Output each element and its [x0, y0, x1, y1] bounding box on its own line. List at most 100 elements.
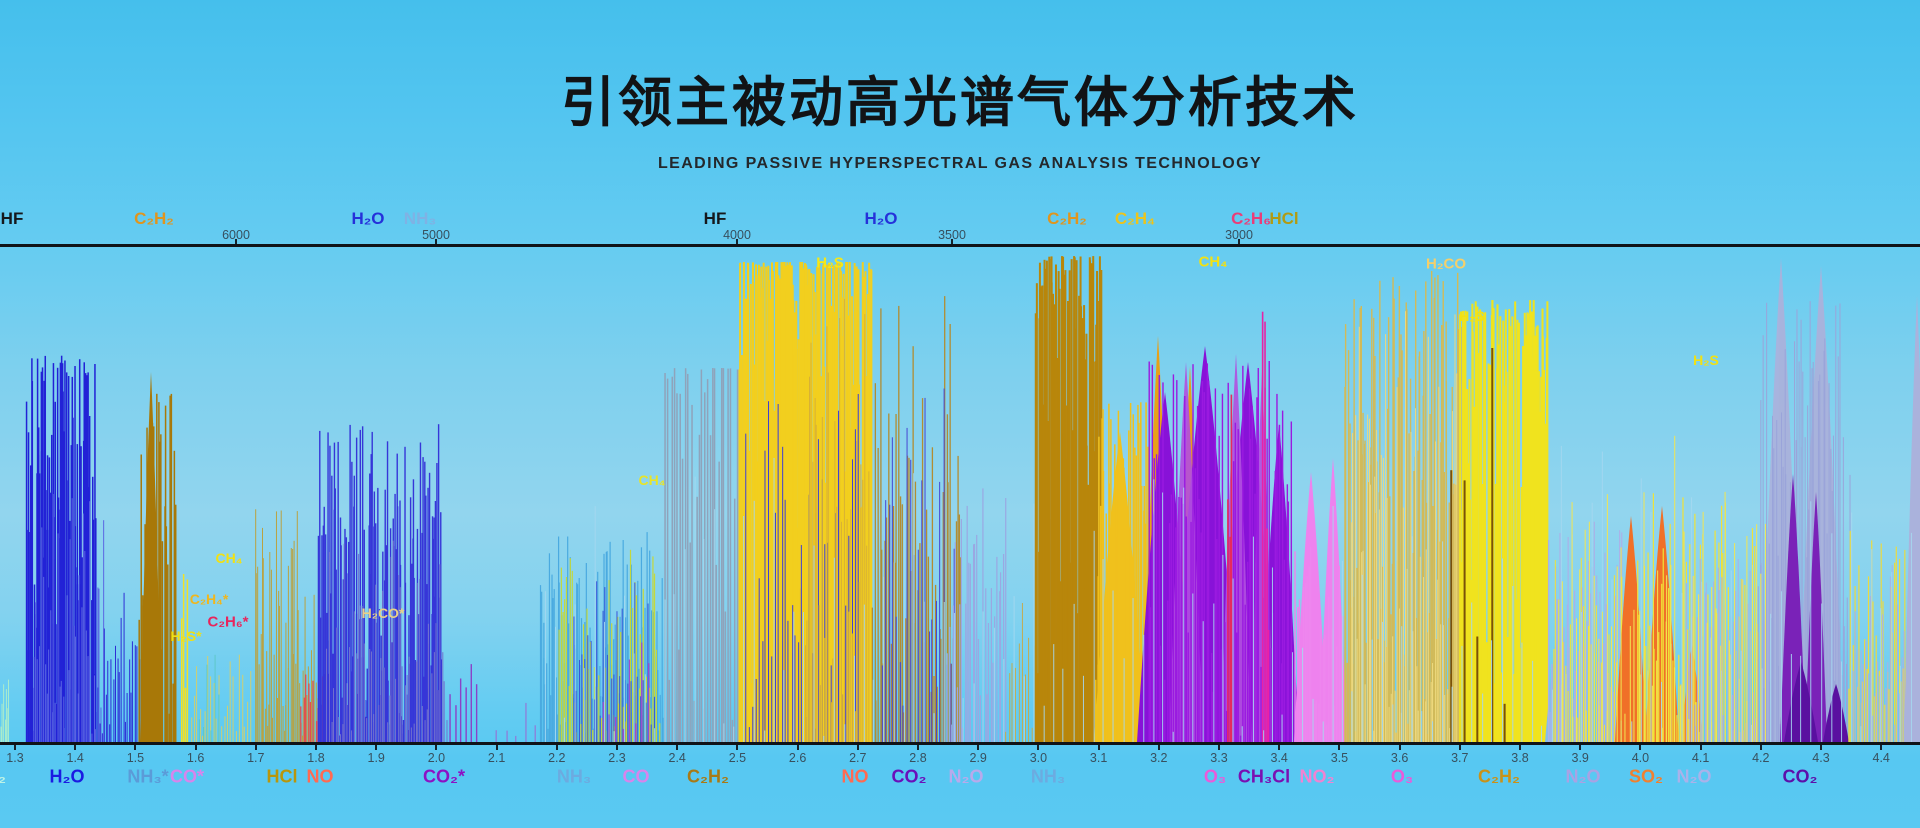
gas-label-top: C₂H₂	[134, 209, 174, 228]
gas-label-top: C₂H₄	[1114, 209, 1156, 228]
wavelength-tick-label: 2.7	[849, 751, 867, 765]
gas-label-top: C₂H₂	[1047, 209, 1087, 228]
bottom-axis-line	[0, 742, 1920, 745]
tick-mark	[736, 745, 739, 750]
spectral-band	[255, 509, 319, 742]
spectral-band	[799, 298, 870, 742]
tick-mark	[1238, 239, 1240, 244]
wavelength-tick-label: 2.9	[969, 751, 987, 765]
wavelength-tick-label: 3.6	[1390, 751, 1409, 765]
tick-mark	[1218, 745, 1220, 750]
tick-mark	[917, 745, 919, 750]
gas-label-top: H₂O	[864, 209, 898, 228]
gas-label-bottom: ₂	[0, 766, 6, 787]
gas-label-interior: H₂S*	[170, 628, 202, 644]
tick-mark	[1037, 745, 1040, 750]
spectral-band	[1261, 311, 1270, 742]
wavelength-tick-label: 4.4	[1872, 751, 1890, 765]
spectral-band	[1034, 256, 1103, 742]
tick-mark	[1579, 745, 1582, 750]
wavelength-tick-label: 2.0	[427, 751, 446, 765]
tick-mark	[1338, 745, 1341, 750]
gas-label-bottom: H₂O	[49, 766, 85, 787]
gas-label-interior: H₂S	[816, 254, 844, 272]
spectral-band	[1148, 361, 1293, 742]
page-title: 引领主被动高光谱气体分析技术	[561, 73, 1359, 133]
tick-mark	[1820, 745, 1822, 750]
wavelength-tick-label: 1.9	[367, 751, 385, 765]
wavelength-tick-label: 2.8	[909, 751, 927, 765]
gas-label-bottom: NH₃	[556, 766, 592, 787]
gas-label-bottom: N₂O	[948, 766, 984, 787]
gas-label-interior: CH₄	[1198, 253, 1228, 271]
spectral-band	[180, 574, 189, 742]
gas-label-interior: H₂S	[1693, 352, 1719, 368]
tick-mark	[796, 745, 799, 750]
wavelength-tick-label: 3.3	[1210, 751, 1228, 765]
spectral-band	[664, 368, 739, 742]
wavelength-tick-label: 1.6	[186, 751, 205, 765]
tick-mark	[375, 745, 378, 750]
gas-label-bottom: CO₂	[891, 766, 927, 787]
gas-label-top: HF	[703, 209, 727, 228]
tick-mark	[435, 239, 437, 244]
wavelength-tick-label: 3.5	[1330, 751, 1349, 765]
tick-mark	[676, 745, 679, 750]
wavelength-tick-label: 3.8	[1511, 751, 1529, 765]
gas-label-bottom: SO₂	[1628, 766, 1664, 787]
gas-label-interior: CH₄	[215, 550, 243, 566]
tick-mark	[1097, 745, 1100, 750]
wavelength-tick-label: 1.5	[126, 751, 145, 765]
gas-label-interior: CH₄	[638, 472, 666, 488]
gas-label-top: C₂H₆	[1231, 209, 1271, 228]
wavelength-tick-label: 2.4	[668, 751, 686, 765]
spectral-band	[602, 642, 650, 742]
wavelength-tick-label: 2.1	[487, 751, 506, 765]
spectral-band	[326, 540, 448, 742]
wavenumber-tick-label: 4000	[723, 228, 751, 242]
spectral-band	[1344, 270, 1463, 742]
tick-mark	[1880, 745, 1883, 750]
spectral-band	[138, 393, 177, 742]
wavelength-tick-label: 3.9	[1571, 751, 1589, 765]
wavelength-tick-label: 2.3	[608, 751, 626, 765]
spectral-band	[191, 654, 252, 742]
spectral-band	[495, 702, 536, 742]
wavelength-tick-label: 3.0	[1029, 751, 1048, 765]
tick-mark	[736, 239, 738, 244]
gas-label-bottom: NH₃	[1030, 766, 1066, 787]
gas-label-bottom: N₂O	[1565, 766, 1601, 787]
tick-mark	[1398, 745, 1401, 750]
spectral-band	[1547, 521, 1625, 742]
wavelength-tick-label: 3.2	[1150, 751, 1168, 765]
spectral-band	[449, 664, 478, 742]
spectral-band	[881, 388, 955, 742]
spectral-band	[1450, 348, 1506, 742]
title-block: 引领主被动高光谱气体分析技术 LEADING PASSIVE HYPERSPEC…	[0, 58, 1920, 173]
tick-mark	[315, 745, 317, 750]
tick-mark	[134, 745, 137, 750]
wavelength-tick-label: 4.1	[1691, 751, 1710, 765]
wavenumber-tick-label: 3000	[1225, 228, 1253, 242]
gas-label-bottom: NH₃*	[127, 766, 169, 787]
gas-label-top: NH₃	[403, 209, 437, 228]
gas-label-bottom: CO₂	[1782, 766, 1818, 787]
gas-label-bottom: C₂H₂	[1478, 766, 1520, 787]
spectral-band	[1561, 435, 1766, 742]
wavenumber-tick-label: 3500	[938, 228, 966, 242]
gas-label-bottom: O₃	[1203, 766, 1227, 787]
wavelength-tick-label: 3.4	[1270, 751, 1288, 765]
wavelength-tick-label: 1.7	[247, 751, 265, 765]
tick-mark	[14, 745, 16, 750]
top-axis-line	[0, 244, 1920, 247]
tick-mark	[1699, 745, 1702, 750]
gas-label-bottom: CO*	[169, 766, 205, 787]
tick-mark	[74, 745, 77, 750]
gas-label-bottom: C₂H₂	[687, 766, 729, 787]
spectral-band	[544, 445, 1912, 742]
gas-label-top: HF	[0, 209, 24, 228]
gas-label-bottom: CH₃Cl	[1237, 766, 1291, 787]
wavelength-tick-label: 2.5	[728, 751, 747, 765]
wavelength-tick-label: 1.4	[66, 751, 84, 765]
